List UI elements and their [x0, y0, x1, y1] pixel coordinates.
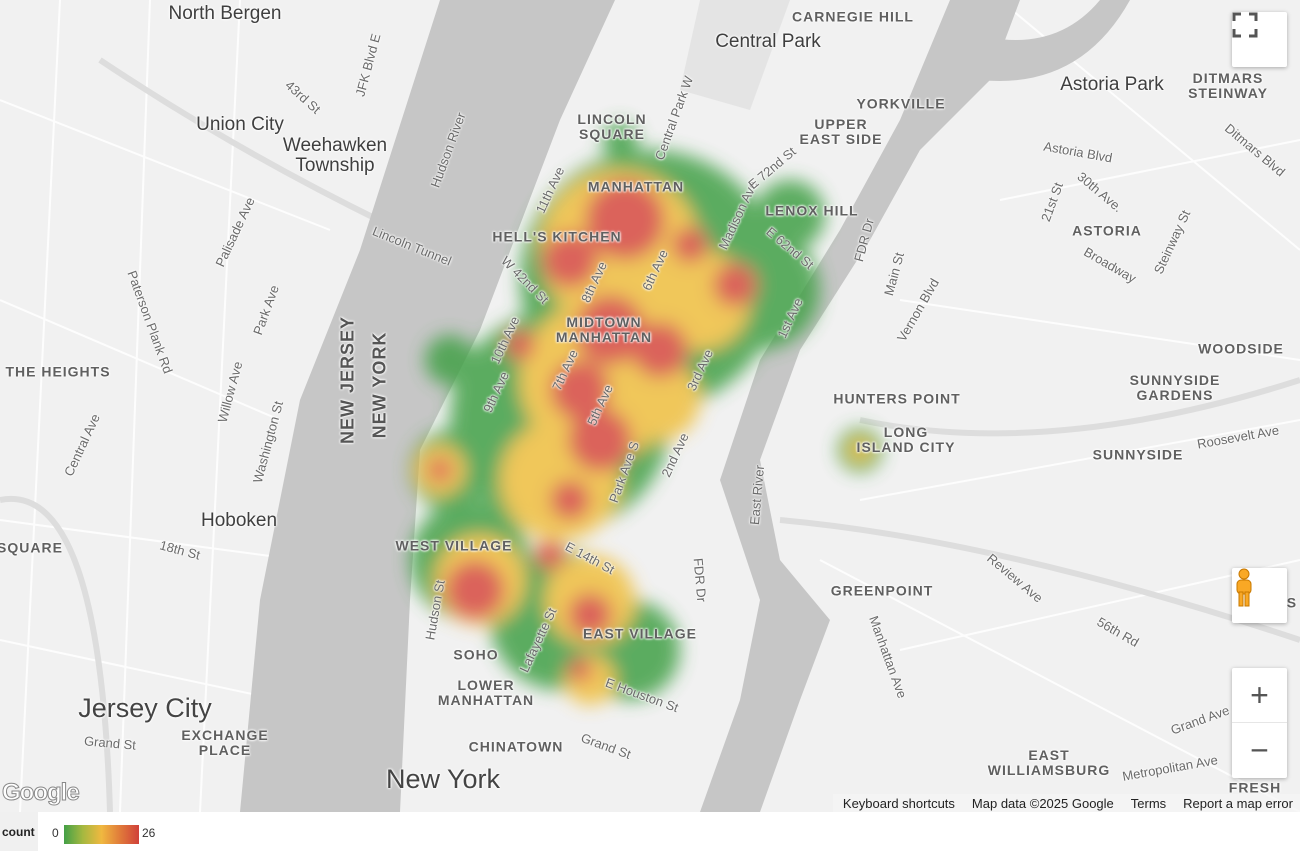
google-logo[interactable]: Google: [2, 779, 81, 807]
zoom-in-button[interactable]: +: [1232, 668, 1287, 723]
zoom-out-button[interactable]: −: [1250, 732, 1269, 768]
attribution-bar: Keyboard shortcuts Map data ©2025 Google…: [832, 794, 1300, 812]
fullscreen-icon: [1232, 12, 1258, 38]
heatmap-blob: [585, 180, 665, 260]
legend-gradient-bar: [64, 825, 139, 844]
legend-min: 0: [52, 826, 59, 840]
heatmap-blob: [425, 335, 475, 385]
heatmap-blob: [575, 295, 645, 365]
heatmap-blob: [568, 593, 612, 637]
base-map: [0, 0, 1300, 812]
central-park: [680, 0, 790, 110]
heatmap-blob: [505, 330, 535, 360]
heatmap-blob: [632, 322, 688, 378]
heatmap-blob: [848, 438, 872, 462]
map-data-text: Map data ©2025 Google: [971, 795, 1114, 811]
east-river: [700, 0, 1020, 812]
heatmap-blob: [672, 227, 708, 263]
street-view-pegman-icon: [1236, 568, 1252, 607]
heatmap-blob: [550, 360, 610, 420]
heatmap-blob: [550, 480, 590, 520]
fullscreen-button[interactable]: [1232, 12, 1287, 67]
hudson-river: [240, 0, 615, 812]
heatmap-layer: [410, 122, 882, 705]
heatmap-blob: [620, 360, 700, 440]
heatmap-blob: [542, 232, 598, 288]
legend-max: 26: [142, 826, 156, 840]
map-canvas[interactable]: North Bergen Union City Weehawken Township…: [0, 0, 1300, 812]
street-grid: [0, 0, 1300, 812]
report-map-error-link[interactable]: Report a map error: [1183, 795, 1293, 811]
heatmap-blob: [428, 458, 452, 482]
heatmap-blob: [713, 263, 757, 307]
keyboard-shortcuts-link[interactable]: Keyboard shortcuts: [842, 795, 955, 811]
heatmap-blob: [535, 540, 565, 570]
heatmap-blob: [568, 658, 592, 682]
heatmap-legend: count 0 26: [0, 812, 1300, 851]
river-inlet: [960, 0, 1130, 81]
zoom-control: + −: [1232, 668, 1287, 778]
heatmap-blob: [445, 560, 505, 620]
street-view-pegman-button[interactable]: [1232, 568, 1287, 623]
terms-link[interactable]: Terms: [1130, 795, 1167, 811]
heatmap-blob: [602, 122, 638, 158]
heatmap-blob: [568, 408, 632, 472]
legend-label: count: [0, 812, 38, 851]
